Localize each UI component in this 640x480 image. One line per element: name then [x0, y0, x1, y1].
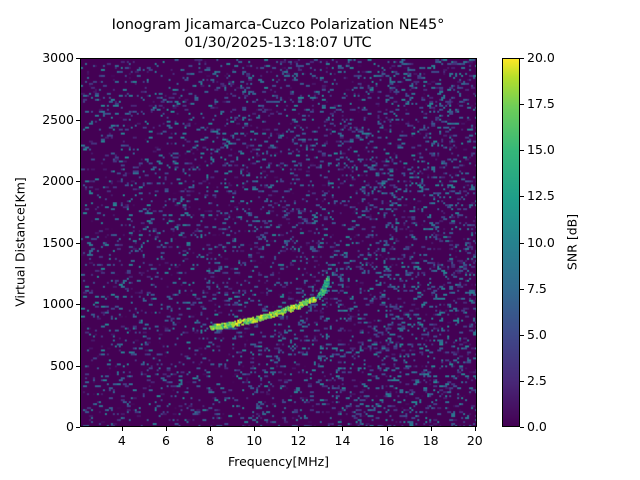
ionogram-plot-area: [80, 58, 477, 427]
colorbar-tick-label: 17.5: [527, 96, 555, 112]
colorbar-tick-label: 20.0: [527, 50, 555, 65]
x-tick-mark: [386, 427, 388, 431]
y-tick-label: 2000: [42, 173, 74, 188]
colorbar-tick-label: 10.0: [527, 234, 555, 250]
y-tick-label: 1500: [42, 234, 74, 250]
x-tick-label: 16: [378, 433, 395, 448]
x-tick-mark: [298, 427, 300, 431]
y-tick-mark: [76, 365, 80, 367]
x-tick-label: 20: [466, 433, 483, 448]
x-tick-mark: [474, 427, 476, 431]
y-tick-label: 1000: [42, 296, 74, 311]
x-tick-label: 12: [290, 433, 307, 448]
x-tick-mark: [342, 427, 344, 431]
x-tick-label: 8: [206, 433, 215, 448]
y-axis-label: Virtual Distance[Km]: [12, 177, 28, 307]
y-tick-mark: [76, 304, 80, 305]
colorbar-tick-mark: [520, 150, 524, 152]
colorbar-tick-label: 5.0: [527, 326, 547, 342]
y-tick-mark: [76, 119, 80, 121]
y-tick-mark: [76, 427, 80, 428]
y-tick-label: 500: [50, 357, 74, 373]
colorbar-tick-mark: [520, 380, 524, 382]
colorbar-tick-mark: [520, 242, 524, 244]
colorbar-tick-label: 2.5: [527, 372, 547, 388]
colorbar-tick-mark: [520, 104, 524, 106]
x-tick-label: 14: [334, 433, 351, 448]
colorbar-tick-label: 0.0: [527, 419, 547, 434]
x-tick-mark: [166, 427, 168, 431]
x-axis-label: Frequency[MHz]: [227, 454, 330, 469]
x-tick-label: 18: [422, 433, 439, 448]
colorbar-tick-mark: [520, 196, 524, 198]
x-tick-mark: [430, 427, 432, 431]
x-tick-label: 6: [162, 433, 170, 448]
colorbar-label: SNR [dB]: [564, 213, 580, 271]
colorbar-tick-mark: [520, 288, 524, 290]
colorbar: [502, 58, 520, 427]
y-tick-label: 0: [66, 419, 74, 434]
snr-heatmap: [81, 59, 476, 426]
x-tick-mark: [121, 427, 123, 431]
colorbar-tick-mark: [520, 427, 524, 428]
y-tick-mark: [76, 58, 80, 59]
colorbar-tick-label: 7.5: [527, 280, 547, 296]
y-tick-label: 3000: [42, 50, 74, 65]
x-tick-label: 10: [246, 433, 263, 448]
y-tick-mark: [76, 181, 80, 182]
x-tick-mark: [254, 427, 256, 431]
chart-subtitle: 01/30/2025-13:18:07 UTC: [184, 35, 372, 51]
colorbar-tick-label: 15.0: [527, 142, 555, 158]
y-tick-mark: [76, 242, 80, 244]
x-tick-mark: [210, 427, 212, 431]
colorbar-tick-label: 12.5: [527, 188, 555, 204]
colorbar-tick-mark: [520, 334, 524, 336]
x-tick-label: 4: [117, 433, 126, 448]
chart-title: Ionogram Jicamarca-Cuzco Polarization NE…: [111, 17, 445, 33]
y-tick-label: 2500: [42, 111, 74, 127]
colorbar-tick-mark: [520, 58, 524, 59]
